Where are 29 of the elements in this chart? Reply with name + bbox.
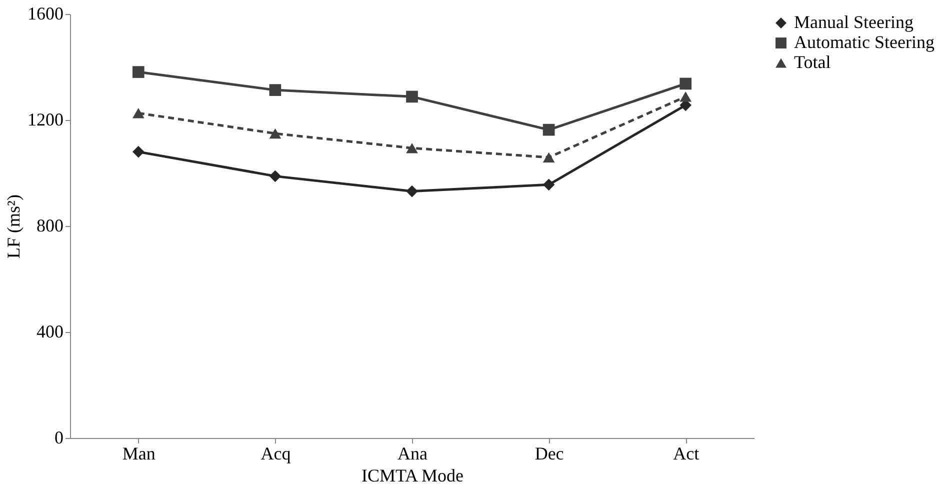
point	[406, 90, 418, 103]
point	[132, 146, 144, 158]
y-axis-title: LF (ms²)	[4, 194, 24, 258]
point	[132, 66, 144, 78]
x-tick-label: Ana	[398, 444, 428, 464]
point	[269, 170, 282, 182]
point	[406, 185, 418, 198]
point	[406, 142, 418, 154]
point	[542, 124, 555, 136]
point	[269, 128, 282, 139]
x-axis-title: ICMTA Mode	[361, 466, 464, 486]
point	[680, 92, 692, 102]
y-tick-label: 0	[54, 428, 64, 448]
y-tick-label: 1200	[28, 110, 64, 130]
legend-label: Automatic Steering	[794, 32, 934, 52]
point	[680, 78, 692, 90]
point	[542, 178, 555, 191]
point	[542, 152, 555, 162]
legend-label: Manual Steering	[794, 12, 914, 32]
x-tick-label: Act	[673, 444, 700, 464]
point	[132, 108, 144, 118]
x-tick-label: Dec	[534, 444, 564, 464]
y-tick-label: 1600	[28, 4, 64, 24]
legend-label: Total	[794, 52, 831, 72]
y-tick-label: 400	[36, 322, 64, 342]
x-tick-label: Acq	[260, 444, 291, 464]
y-tick-label: 800	[36, 216, 64, 236]
x-tick-label: Man	[122, 444, 156, 464]
point	[269, 84, 282, 96]
